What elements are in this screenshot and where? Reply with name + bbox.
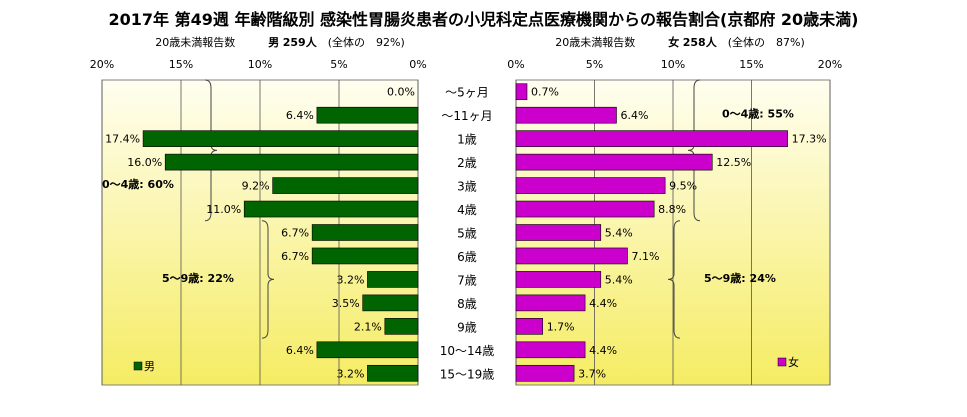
male-bar (164, 153, 419, 171)
female-bar-label: 12.5% (716, 156, 751, 169)
category-label: 15～19歳 (440, 367, 495, 381)
female-summary-share: (全体の 87%) (727, 36, 805, 49)
category-label: 1歳 (457, 133, 477, 147)
male-summary: 20歳未満報告数 男 259人 (全体の 92%) (0, 34, 560, 50)
female-x-tick-label: 15% (739, 58, 763, 71)
female-brace-5-9 (667, 220, 681, 339)
male-bar (311, 247, 419, 265)
male-bar-label: 6.7% (281, 250, 309, 263)
category-label: 5歳 (457, 227, 477, 241)
male-bar-label: 6.7% (281, 227, 309, 240)
female-brace-label-0-4: 0～4歳: 55% (722, 107, 794, 121)
male-bar (362, 294, 419, 312)
female-summary: 20歳未満報告数 女 258人 (全体の 87%) (525, 34, 835, 50)
female-bar (515, 341, 586, 359)
female-bar-label: 8.8% (658, 203, 686, 216)
female-bar (515, 153, 713, 171)
chart-title: 2017年 第49週 年齢階級別 感染性胃腸炎患者の小児科定点医療機関からの報告… (108, 10, 859, 29)
category-label: ～5ヶ月 (445, 86, 489, 100)
male-x-tick-label: 20% (90, 58, 114, 71)
female-bar (515, 177, 666, 194)
female-bar (515, 318, 543, 335)
male-bar-label: 3.2% (336, 367, 364, 380)
female-bar-label: 0.7% (531, 86, 559, 99)
male-summary-caption: 20歳未満報告数 (155, 36, 236, 49)
male-brace-5-9 (261, 220, 275, 339)
male-bar-label: 16.0% (127, 156, 162, 169)
female-bar (515, 294, 586, 312)
female-bar (515, 271, 602, 288)
female-x-tick-label: 0% (507, 58, 524, 71)
male-legend-label: 男 (144, 360, 155, 373)
male-x-tick-label: 10% (248, 58, 272, 71)
male-bar-label: 6.4% (286, 344, 314, 357)
male-legend-swatch (133, 361, 143, 371)
male-bar (243, 200, 419, 218)
male-bar (272, 177, 419, 194)
male-bar-label: 17.4% (105, 133, 140, 146)
female-bar-label: 17.3% (792, 133, 827, 146)
female-x-tick-label: 20% (818, 58, 842, 71)
female-bar (515, 200, 655, 218)
male-bar-label: 11.0% (206, 203, 241, 216)
category-label: ～11ヶ月 (441, 109, 492, 123)
female-bar (515, 364, 575, 382)
female-bar (515, 224, 602, 241)
male-bar-label: 6.4% (286, 109, 314, 122)
female-bar (515, 83, 528, 101)
female-bar-label: 5.4% (605, 273, 633, 286)
female-x-tick-label: 5% (586, 58, 603, 71)
female-bar-label: 9.5% (669, 180, 697, 193)
female-bar-label: 6.4% (620, 109, 648, 122)
female-x-tick-label: 10% (661, 58, 685, 71)
male-summary-share: (全体の 92%) (327, 36, 405, 49)
male-bar (367, 271, 419, 288)
male-bar (316, 341, 419, 359)
category-label: 7歳 (457, 273, 477, 287)
male-summary-sex: 男 (268, 36, 280, 49)
category-label: 2歳 (457, 156, 477, 170)
male-brace-label-5-9: 5～9歳: 22% (162, 271, 234, 285)
female-bar-label: 4.4% (589, 344, 617, 357)
male-bar-label: 2.1% (354, 320, 382, 333)
male-brace-0-4 (204, 79, 218, 222)
female-bar-label: 4.4% (589, 297, 617, 310)
female-bar-label: 3.7% (578, 367, 606, 380)
female-summary-sex: 女 (668, 36, 680, 49)
male-bar-label: 9.2% (242, 180, 270, 193)
female-legend-label: 女 (788, 355, 799, 369)
female-bar (515, 247, 628, 265)
female-summary-count: 258人 (682, 36, 717, 49)
male-bar (367, 364, 419, 382)
male-bar-label: 3.5% (332, 297, 360, 310)
category-label: 3歳 (457, 180, 477, 194)
male-bar-label: 3.2% (336, 273, 364, 286)
category-label: 9歳 (457, 320, 477, 334)
male-bar (142, 130, 419, 147)
male-x-tick-label: 15% (169, 58, 193, 71)
category-label: 10～14歳 (440, 344, 495, 358)
male-bar (316, 106, 419, 124)
male-summary-count: 259人 (282, 36, 317, 49)
category-label: 8歳 (457, 297, 477, 311)
female-summary-caption: 20歳未満報告数 (555, 36, 636, 49)
female-bar (515, 130, 788, 147)
female-bar-label: 1.7% (547, 320, 575, 333)
female-bar-label: 5.4% (605, 227, 633, 240)
male-bar-label: 0.0% (387, 86, 415, 99)
female-brace-label-5-9: 5～9歳: 24% (704, 271, 776, 285)
male-brace-label-0-4: 0～4歳: 60% (102, 177, 174, 191)
female-brace-0-4 (687, 79, 701, 222)
female-bar-label: 7.1% (631, 250, 659, 263)
category-label: 6歳 (457, 250, 477, 264)
male-x-tick-label: 5% (330, 58, 347, 71)
male-x-tick-label: 0% (409, 58, 426, 71)
male-bar (384, 318, 419, 335)
female-legend-swatch (777, 357, 787, 367)
male-bar (311, 224, 419, 241)
category-label: 4歳 (457, 203, 477, 217)
female-bar (515, 106, 617, 124)
